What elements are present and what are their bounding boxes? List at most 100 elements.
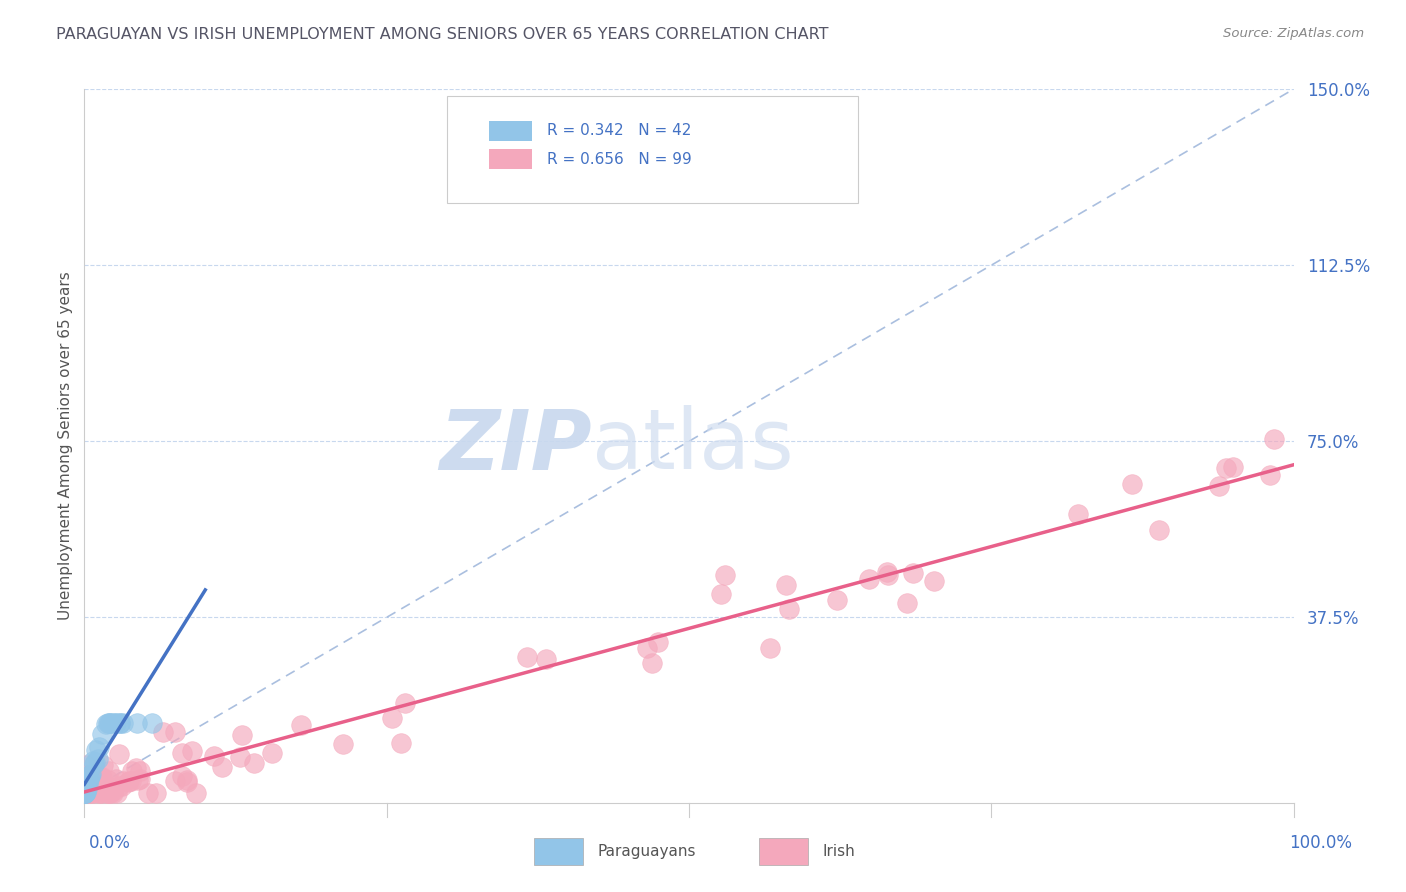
Point — [90, 786, 112, 800]
Point — [901, 566, 924, 580]
Point — [381, 711, 404, 725]
Point — [73, 784, 96, 798]
Point — [98, 764, 121, 778]
Point — [260, 747, 283, 761]
Point — [80, 767, 103, 781]
Point — [858, 572, 880, 586]
Point — [1222, 459, 1244, 474]
Point — [73, 786, 96, 800]
Point — [89, 770, 111, 784]
Point — [75, 758, 97, 772]
Point — [228, 750, 250, 764]
Point — [640, 656, 662, 670]
Point — [77, 771, 100, 785]
Point — [124, 761, 146, 775]
Point — [394, 697, 416, 711]
FancyBboxPatch shape — [489, 149, 531, 169]
Point — [108, 716, 131, 731]
Text: Irish: Irish — [823, 845, 855, 859]
Point — [1215, 461, 1237, 475]
Point — [75, 779, 97, 793]
Point — [77, 772, 100, 786]
Point — [97, 772, 120, 787]
Point — [534, 651, 557, 665]
Point — [332, 738, 354, 752]
Point — [176, 775, 198, 789]
Point — [180, 744, 202, 758]
Point — [117, 774, 139, 789]
Point — [775, 578, 797, 592]
Point — [75, 783, 97, 797]
Point — [170, 747, 193, 761]
Point — [290, 718, 312, 732]
Point — [80, 786, 103, 800]
Point — [145, 786, 167, 800]
Point — [76, 781, 98, 796]
Point — [73, 786, 96, 800]
FancyBboxPatch shape — [447, 96, 858, 203]
Point — [79, 768, 101, 782]
Point — [73, 786, 96, 800]
Point — [73, 786, 96, 800]
Point — [87, 740, 110, 755]
Point — [73, 768, 96, 782]
Point — [1258, 468, 1281, 483]
Point — [82, 754, 104, 768]
Point — [105, 716, 128, 731]
Point — [922, 574, 945, 589]
Point — [79, 772, 101, 787]
Point — [73, 786, 96, 800]
Point — [75, 786, 97, 800]
Point — [73, 786, 96, 800]
Point — [118, 773, 141, 788]
Point — [73, 786, 96, 800]
Point — [101, 784, 124, 798]
Point — [825, 593, 848, 607]
Point — [120, 774, 142, 789]
Point — [108, 780, 131, 794]
Point — [75, 776, 97, 790]
Point — [97, 786, 120, 800]
Point — [163, 725, 186, 739]
Point — [1263, 432, 1285, 446]
Text: atlas: atlas — [592, 406, 794, 486]
Point — [101, 786, 124, 800]
Point — [73, 786, 96, 800]
Point — [82, 786, 104, 800]
Point — [77, 777, 100, 791]
Point — [1121, 476, 1143, 491]
Point — [759, 640, 782, 655]
Y-axis label: Unemployment Among Seniors over 65 years: Unemployment Among Seniors over 65 years — [58, 272, 73, 620]
Text: 100.0%: 100.0% — [1289, 834, 1353, 852]
Point — [172, 769, 194, 783]
Point — [76, 778, 98, 792]
Point — [73, 786, 96, 800]
Point — [73, 782, 96, 797]
Point — [516, 649, 538, 664]
Point — [186, 786, 208, 800]
Point — [636, 640, 658, 655]
Point — [105, 786, 128, 800]
Point — [77, 780, 100, 794]
Point — [73, 786, 96, 800]
Point — [876, 565, 898, 579]
Point — [101, 716, 124, 731]
Point — [76, 772, 98, 786]
Point — [165, 774, 187, 789]
Point — [83, 755, 105, 769]
Point — [75, 785, 97, 799]
Point — [82, 771, 104, 785]
Point — [710, 587, 733, 601]
Point — [87, 752, 110, 766]
Text: Paraguayans: Paraguayans — [598, 845, 696, 859]
Point — [231, 728, 253, 742]
Point — [110, 716, 132, 731]
Point — [104, 716, 127, 731]
Point — [77, 786, 100, 800]
Point — [211, 760, 233, 774]
Point — [112, 773, 135, 788]
Point — [79, 770, 101, 784]
Point — [87, 781, 110, 796]
Point — [73, 785, 96, 799]
Point — [202, 748, 225, 763]
